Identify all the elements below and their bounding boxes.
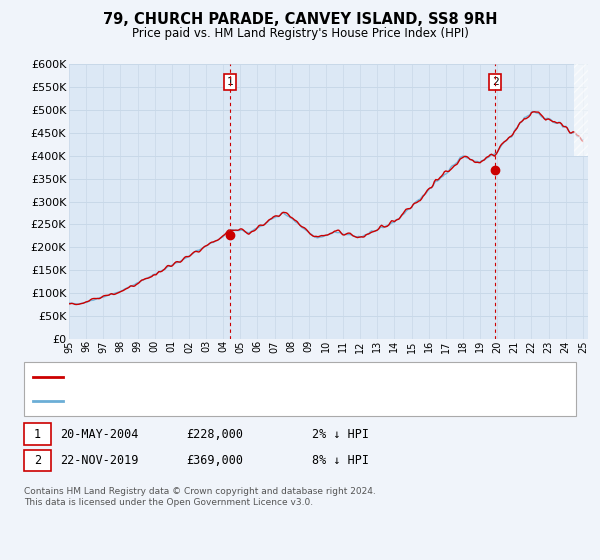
Text: Contains HM Land Registry data © Crown copyright and database right 2024.
This d: Contains HM Land Registry data © Crown c… (24, 487, 376, 507)
Text: 1: 1 (34, 427, 41, 441)
Text: 2: 2 (34, 454, 41, 467)
Text: £369,000: £369,000 (186, 454, 243, 467)
Text: £228,000: £228,000 (186, 427, 243, 441)
Text: 20-MAY-2004: 20-MAY-2004 (60, 427, 139, 441)
Text: 2% ↓ HPI: 2% ↓ HPI (312, 427, 369, 441)
Bar (574, 55, 592, 156)
Text: 79, CHURCH PARADE, CANVEY ISLAND, SS8 9RH: 79, CHURCH PARADE, CANVEY ISLAND, SS8 9R… (103, 12, 497, 27)
Text: 22-NOV-2019: 22-NOV-2019 (60, 454, 139, 467)
Text: 8% ↓ HPI: 8% ↓ HPI (312, 454, 369, 467)
Text: HPI: Average price, detached house, Castle Point: HPI: Average price, detached house, Cast… (69, 395, 336, 405)
Text: 1: 1 (226, 77, 233, 87)
Text: Price paid vs. HM Land Registry's House Price Index (HPI): Price paid vs. HM Land Registry's House … (131, 27, 469, 40)
Text: 2: 2 (492, 77, 499, 87)
Text: 79, CHURCH PARADE, CANVEY ISLAND, SS8 9RH (detached house): 79, CHURCH PARADE, CANVEY ISLAND, SS8 9R… (69, 372, 433, 382)
